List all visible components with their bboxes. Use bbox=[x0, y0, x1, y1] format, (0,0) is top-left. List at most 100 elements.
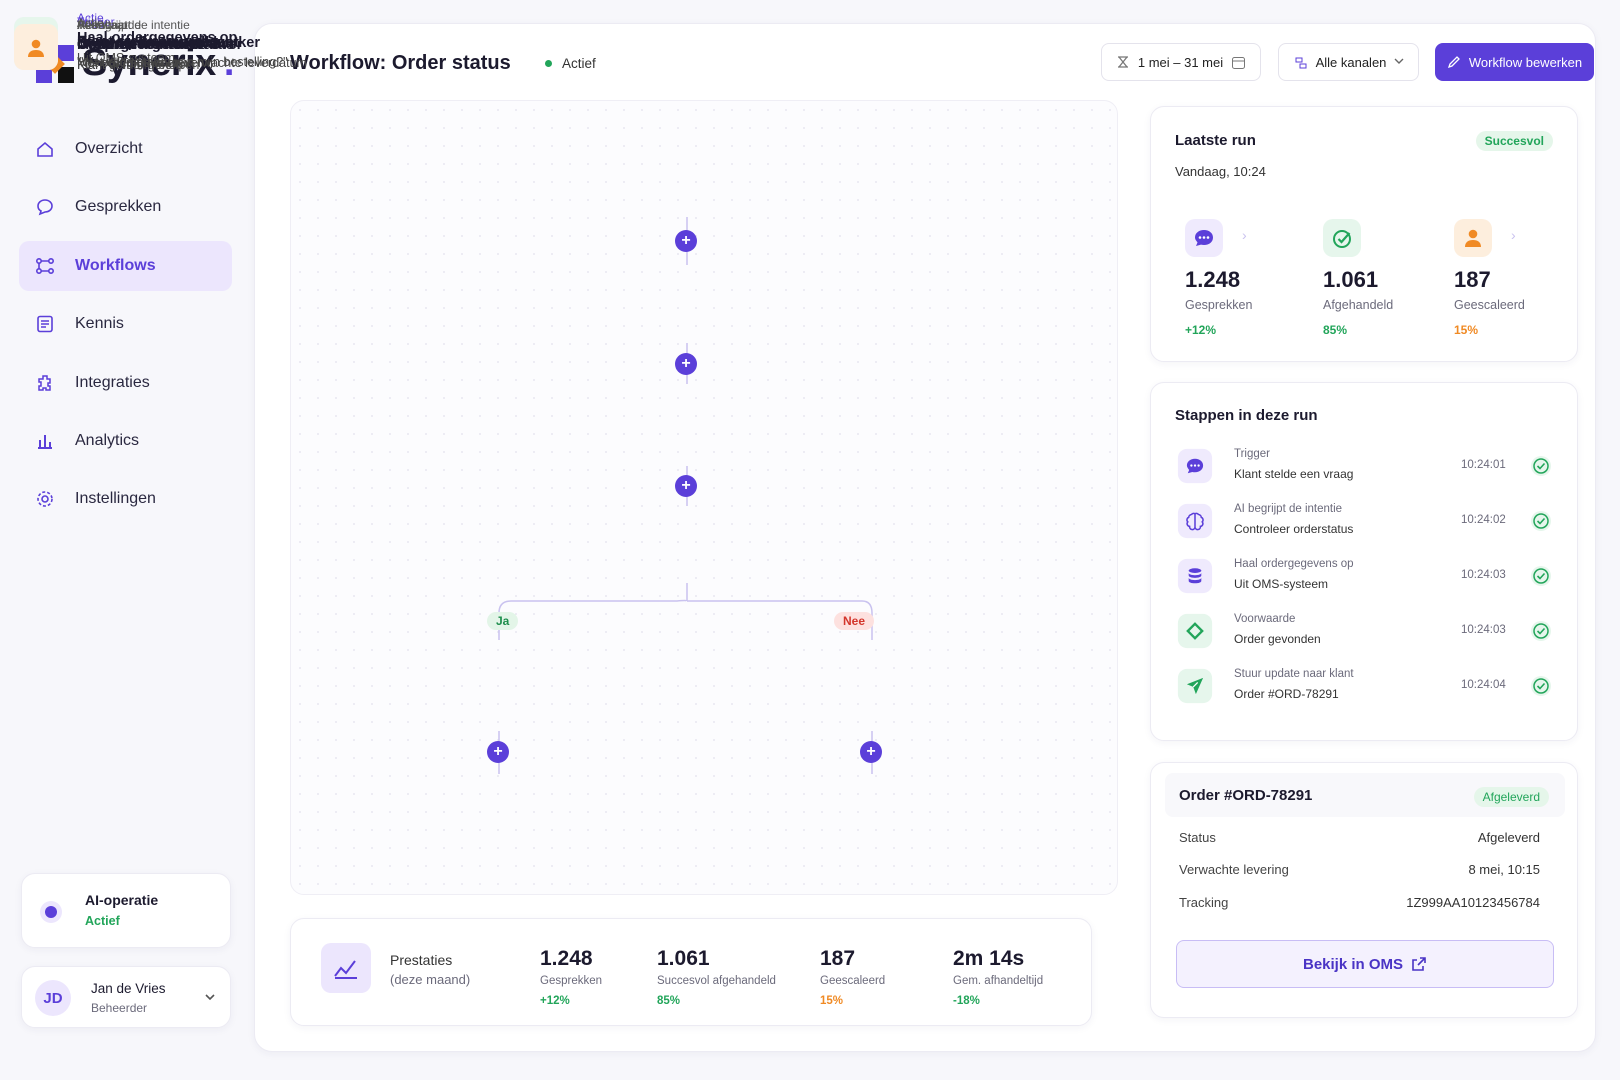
nav-label: Integraties bbox=[75, 373, 150, 391]
last-run-card: Laatste run Succesvol Vandaag, 10:24 › 1.… bbox=[1150, 106, 1578, 362]
arrow: › bbox=[1242, 227, 1247, 243]
step-check bbox=[1531, 566, 1551, 586]
add-step-button[interactable]: + bbox=[675, 230, 697, 252]
brand-dot: . bbox=[223, 42, 235, 84]
stat-change: 85% bbox=[657, 995, 681, 1007]
step-title: Haal ordergegevens op bbox=[1234, 558, 1354, 570]
nav-item[interactable]: Gesprekken bbox=[19, 182, 232, 232]
step-time: 10:24:03 bbox=[1461, 624, 1506, 636]
user-role: Beheerder bbox=[91, 1001, 148, 1015]
status: Actief bbox=[545, 56, 596, 71]
last-run-time: Vandaag, 10:24 bbox=[1175, 164, 1266, 179]
order-value: Afgeleverd bbox=[1477, 830, 1540, 845]
node-title: Haal ordergegevens op bbox=[77, 30, 238, 46]
stat-change: +12% bbox=[1185, 323, 1217, 337]
node-type: Resultaat bbox=[77, 17, 128, 32]
flow-canvas bbox=[290, 100, 1118, 895]
edit-button[interactable]: Workflow bewerken bbox=[1435, 43, 1594, 81]
stat-value: 1.061 bbox=[1323, 267, 1379, 292]
status-text: Actief bbox=[562, 56, 596, 71]
stat-change: 85% bbox=[1323, 323, 1348, 337]
node-title: Escaleer naar medewerker bbox=[77, 34, 260, 51]
stat-value: 187 bbox=[1454, 267, 1491, 292]
channel-select[interactable]: Alle kanalen bbox=[1278, 43, 1419, 81]
add-step-button[interactable]: + bbox=[487, 741, 509, 763]
node-type: AI begrijpt de intentie bbox=[77, 18, 190, 32]
step-title: Voorwaarde bbox=[1234, 613, 1296, 625]
stat-icon bbox=[1454, 219, 1492, 257]
nav-item[interactable]: Instellingen bbox=[19, 474, 232, 524]
step-check bbox=[1531, 511, 1551, 531]
icon bbox=[1232, 56, 1246, 69]
flow: Trigger Klant stelt een vraag "Wat is de s… bbox=[0, 11, 882, 763]
node-type: Resultaat bbox=[77, 17, 128, 32]
last-run-badge: Succesvol bbox=[1475, 131, 1553, 151]
nav-item[interactable]: Kennis bbox=[19, 299, 232, 349]
branch-label: Ja bbox=[487, 612, 519, 630]
performance-subtitle: (deze maand) bbox=[390, 972, 471, 987]
step-title: Trigger bbox=[1234, 448, 1270, 460]
icon bbox=[1447, 56, 1460, 69]
user-name: Jan de Vries bbox=[91, 981, 166, 996]
order-label: Verwachte levering bbox=[1179, 862, 1289, 878]
node-icon bbox=[14, 25, 58, 70]
add-step-button[interactable]: + bbox=[860, 741, 882, 763]
icon bbox=[1412, 957, 1426, 971]
stat-change: -18% bbox=[953, 995, 980, 1007]
step-time: 10:24:03 bbox=[1461, 569, 1506, 581]
nav-label: Instellingen bbox=[75, 490, 156, 508]
stat-value: 2m 14s bbox=[953, 947, 1025, 970]
node-type: Actie bbox=[77, 15, 104, 30]
order-label: Tracking bbox=[1179, 894, 1229, 910]
step-icon bbox=[1177, 668, 1213, 704]
step-icon bbox=[1177, 558, 1213, 594]
ai-status: Actief bbox=[85, 914, 120, 928]
node-detail: Met orderstatus en verwachte leverdatum bbox=[77, 55, 307, 70]
step-title: Stuur update naar klant bbox=[1234, 668, 1354, 680]
node-title: Controleer orderstatus bbox=[77, 37, 235, 53]
nav-item[interactable]: Overzicht bbox=[19, 124, 232, 174]
step-detail: Uit OMS-systeem bbox=[1234, 577, 1329, 591]
stat-change: +12% bbox=[540, 995, 570, 1007]
stat-change: 15% bbox=[820, 995, 844, 1007]
ai-title: AI-operatie bbox=[85, 892, 159, 908]
steps-card: Stappen in deze run Trigger Klant stelde … bbox=[1150, 382, 1578, 741]
add-step-button[interactable]: + bbox=[675, 475, 697, 497]
nav-icon bbox=[35, 197, 55, 217]
icon bbox=[1117, 56, 1128, 68]
nav-label: Workflows bbox=[75, 256, 156, 274]
status-ring bbox=[40, 901, 62, 923]
stat-label: Geescaleerd bbox=[1454, 298, 1525, 312]
step-detail: Controleer orderstatus bbox=[1234, 522, 1354, 536]
stat-value: 1.248 bbox=[1185, 267, 1241, 292]
nav-icon bbox=[35, 256, 55, 276]
nav-item[interactable]: Workflows bbox=[19, 240, 232, 291]
arrow: › bbox=[1511, 227, 1516, 243]
flow-node[interactable]: Resultaat Medewerker neemt over Klant verd… bbox=[0, 18, 318, 699]
nav-item[interactable]: Analytics bbox=[19, 416, 232, 466]
node-title: Order gevonden? bbox=[77, 36, 198, 53]
date-picker[interactable]: 1 mei – 31 mei bbox=[1101, 43, 1261, 81]
stat-change: 15% bbox=[1454, 323, 1479, 337]
node-title: Klant stelt een vraag bbox=[77, 34, 219, 50]
step-time: 10:24:02 bbox=[1461, 514, 1506, 526]
nav-icon bbox=[35, 139, 55, 159]
page-title: Workflow: Order status bbox=[290, 52, 511, 74]
stat-label: Gesprekken bbox=[540, 975, 603, 987]
order-label: Status bbox=[1179, 830, 1216, 845]
nav-item[interactable]: Integraties bbox=[19, 358, 232, 408]
node-detail: Uit OMS-systeem bbox=[77, 51, 175, 65]
oms-button[interactable]: Bekijk in OMS bbox=[1176, 940, 1554, 988]
performance-title: Prestaties bbox=[390, 952, 453, 968]
order-value: 8 mei, 10:15 bbox=[1468, 862, 1540, 878]
node-type: Trigger bbox=[77, 15, 115, 29]
chevron bbox=[1394, 58, 1404, 64]
stat-label: Afgehandeld bbox=[1323, 298, 1394, 312]
nav-icon bbox=[35, 489, 55, 509]
add-step-button[interactable]: + bbox=[675, 353, 697, 375]
date-range: 1 mei – 31 mei bbox=[1137, 54, 1224, 70]
user-card[interactable]: JD Jan de Vries Beheerder bbox=[21, 966, 231, 1028]
logo: Synerix. bbox=[36, 42, 234, 85]
node-type: Actie bbox=[77, 15, 104, 30]
